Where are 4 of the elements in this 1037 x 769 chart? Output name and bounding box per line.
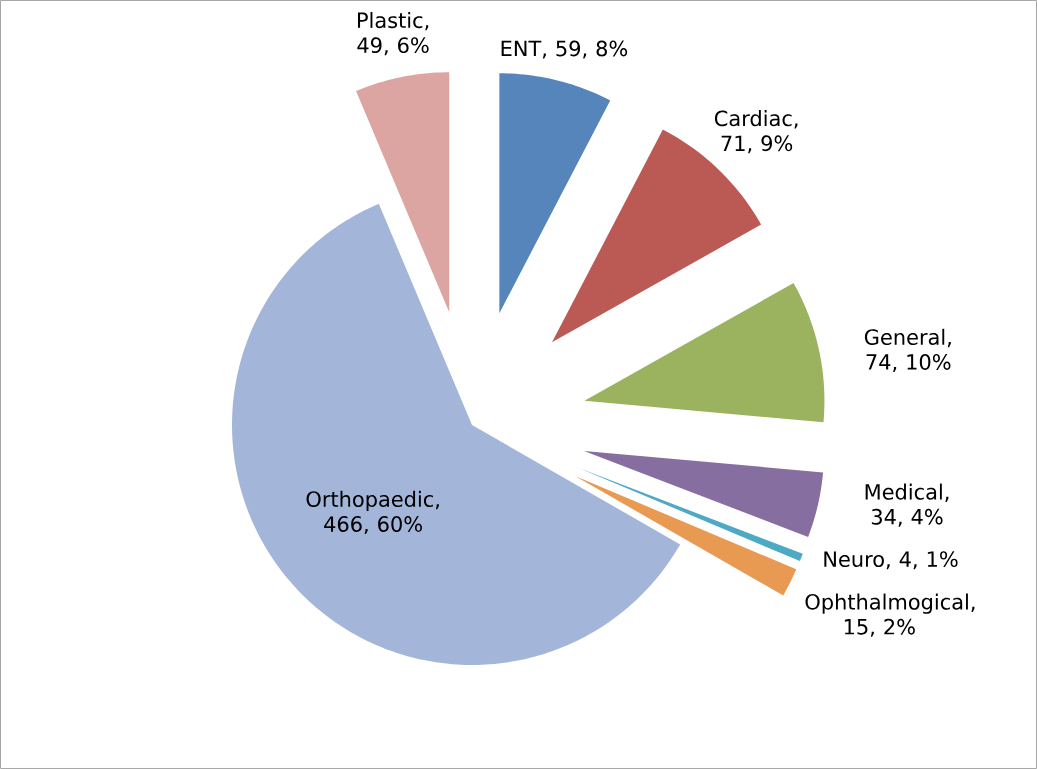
slice-label: Neuro: [824, 551, 884, 568]
data-label: , 59, 8%: [542, 40, 628, 59]
data-label: , 4, 1%: [886, 551, 958, 570]
slice-label: ENT: [501, 40, 542, 57]
